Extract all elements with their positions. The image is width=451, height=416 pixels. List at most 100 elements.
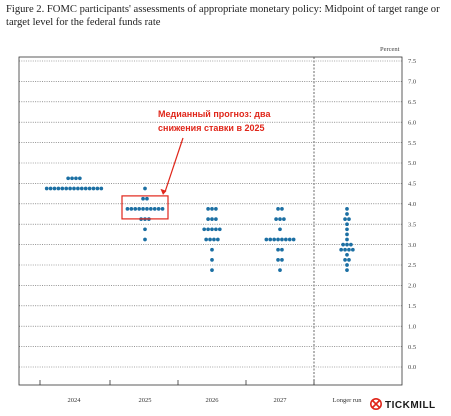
participant-dot — [345, 237, 349, 242]
brand-name: TICKMILL — [385, 400, 436, 411]
x-tick-label: 2027 — [274, 397, 288, 404]
participant-dot — [339, 247, 343, 252]
grid-lines — [19, 60, 402, 368]
participant-dot — [137, 207, 141, 211]
figure-caption: Figure 2. FOMC participants' assessments… — [6, 4, 440, 28]
participant-dot — [143, 227, 147, 232]
participant-dot — [341, 242, 345, 247]
participant-dot — [345, 242, 349, 247]
y-tick-label: 1.5 — [408, 303, 416, 310]
plot-frame — [18, 56, 403, 386]
y-tick-label: 2.0 — [408, 283, 416, 290]
tickmill-logo-icon — [369, 397, 382, 410]
participant-dot — [143, 237, 147, 242]
participant-dot — [78, 176, 82, 181]
median-highlight-box — [121, 195, 169, 220]
participant-dot — [280, 247, 284, 252]
participant-dot — [264, 237, 269, 242]
participant-dot — [44, 186, 49, 191]
participant-dot — [345, 207, 349, 211]
participant-dot — [156, 207, 161, 211]
y-tick-label: 7.5 — [408, 58, 416, 65]
participant-dot — [141, 207, 145, 211]
participant-dot — [91, 186, 96, 191]
participant-dot — [349, 242, 353, 247]
participant-dot — [48, 186, 53, 191]
participant-dot — [143, 186, 147, 191]
y-tick-label: 0.5 — [408, 344, 416, 351]
participant-dot — [216, 237, 220, 242]
participant-dot — [74, 176, 78, 181]
dot-series — [44, 176, 355, 272]
participant-dot — [347, 258, 351, 262]
participant-dot — [210, 268, 214, 272]
participant-dot — [212, 237, 216, 242]
participant-dot — [291, 237, 296, 242]
participant-dot — [345, 222, 349, 227]
participant-dot — [278, 227, 282, 232]
participant-dot — [206, 217, 210, 221]
participant-dot — [79, 186, 84, 191]
annotation-arrowhead — [160, 188, 167, 195]
participant-dot — [99, 186, 104, 191]
y-tick-label: 6.5 — [408, 99, 416, 106]
participant-dot — [214, 217, 218, 221]
participant-dot — [276, 247, 280, 252]
y-tick-label: 4.5 — [408, 181, 416, 188]
participant-dot — [345, 252, 349, 257]
participant-dot — [202, 227, 207, 232]
x-tick-label: Longer run — [332, 397, 362, 404]
participant-dot — [287, 237, 292, 242]
participant-dot — [129, 207, 134, 211]
y-tick-label: 3.5 — [408, 221, 416, 228]
tickmill-brand: TICKMILL — [369, 397, 436, 411]
x-tick-label: 2024 — [68, 397, 82, 404]
y-tick-label: 5.0 — [408, 160, 416, 167]
x-tick-label: 2025 — [139, 397, 152, 404]
participant-dot — [145, 196, 149, 201]
participant-dot — [214, 207, 218, 211]
participant-dot — [343, 247, 347, 252]
participant-dot — [274, 217, 278, 221]
annotation-arrow — [164, 137, 184, 193]
participant-dot — [268, 237, 273, 242]
y-tick-label: 5.5 — [408, 140, 416, 147]
participant-dot — [204, 237, 208, 242]
participant-dot — [345, 212, 349, 216]
participant-dot — [56, 186, 61, 191]
participant-dot — [282, 217, 286, 221]
participant-dot — [276, 258, 280, 262]
participant-dot — [345, 232, 349, 237]
participant-dot — [149, 207, 153, 211]
y-tick-label: 1.0 — [408, 323, 416, 330]
participant-dot — [66, 176, 70, 181]
participant-dot — [210, 207, 214, 211]
participant-dot — [206, 207, 210, 211]
participant-dot — [145, 207, 149, 211]
participant-dot — [214, 227, 218, 232]
participant-dot — [280, 258, 284, 262]
participant-dot — [347, 247, 351, 252]
y-tick-labels: 0.0 0.5 1.0 1.5 2.0 2.5 3.0 3.5 4.0 4.5 5.0 5.5 6.0 6… — [408, 58, 416, 371]
participant-dot — [280, 237, 284, 242]
participant-dot — [125, 207, 130, 211]
y-tick-label: 3.0 — [408, 242, 416, 249]
participant-dot — [284, 237, 288, 242]
participant-dot — [76, 186, 80, 191]
participant-dot — [83, 186, 88, 191]
participant-dot — [210, 227, 214, 232]
y-axis-label: Percent — [380, 46, 400, 53]
participant-dot — [210, 247, 214, 252]
participant-dot — [217, 227, 222, 232]
y-tick-label: 7.0 — [408, 79, 416, 86]
participant-dot — [70, 176, 74, 181]
participant-dot — [347, 217, 351, 221]
participant-dot — [345, 268, 349, 272]
participant-dot — [272, 237, 276, 242]
participant-dot — [141, 196, 145, 201]
participant-dot — [345, 263, 349, 267]
annotation-text-line2: снижения ставки в 2025 — [158, 123, 265, 133]
participant-dot — [152, 207, 157, 211]
participant-dot — [52, 186, 57, 191]
